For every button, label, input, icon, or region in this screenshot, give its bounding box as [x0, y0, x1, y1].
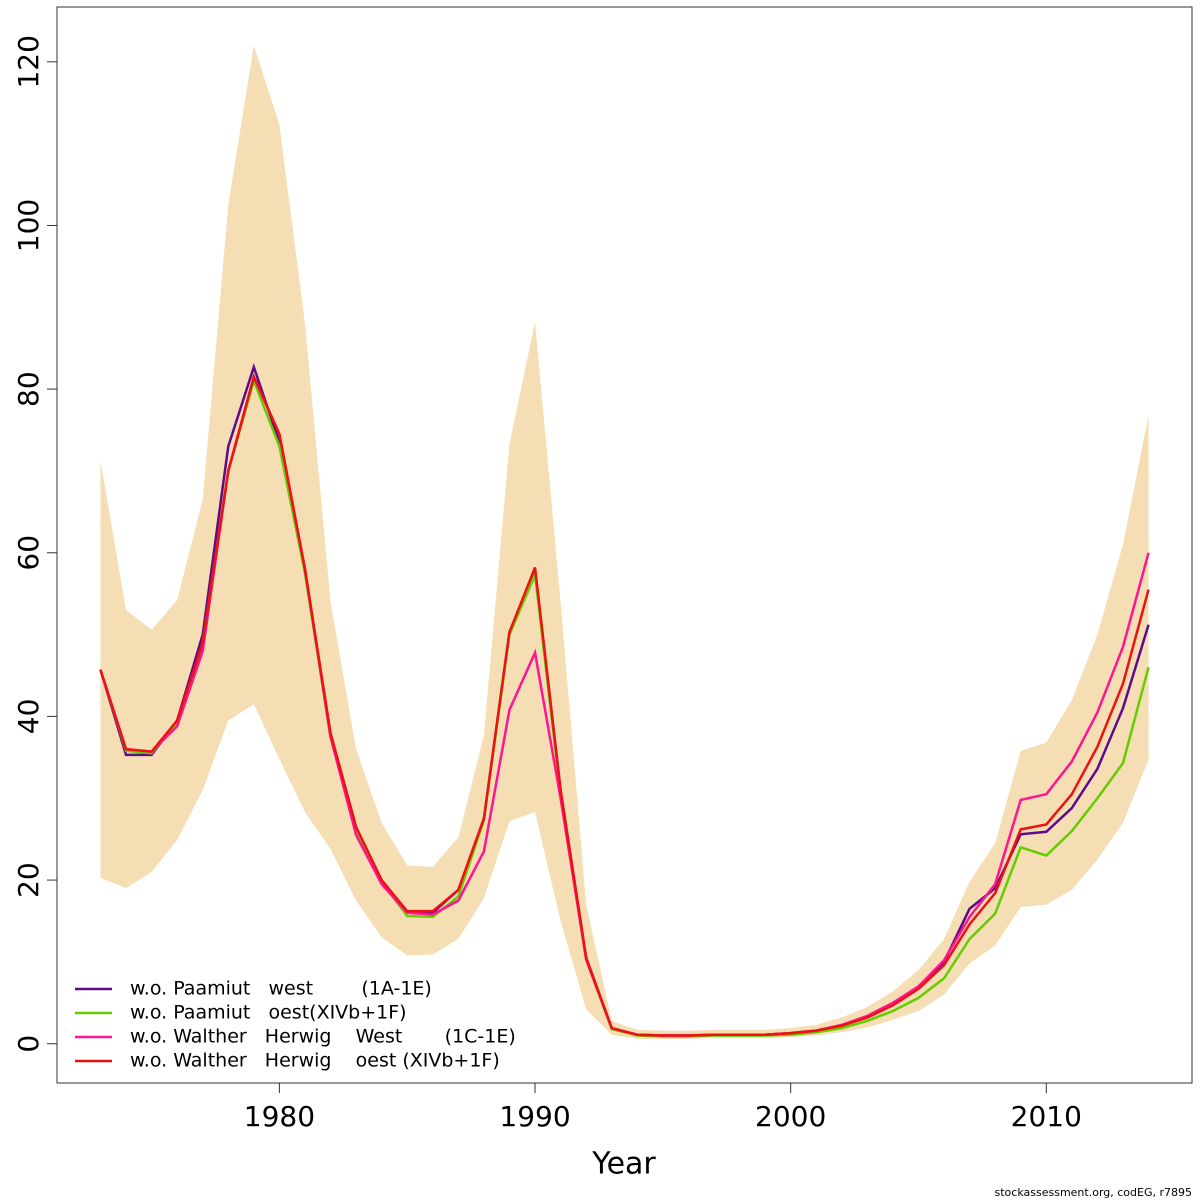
- confidence-band: [100, 45, 1149, 1039]
- footnote: stockassessment.org, codEG, r7895: [995, 1186, 1192, 1199]
- y-tick-label: 20: [12, 862, 45, 898]
- plot-frame: [56, 6, 1193, 1084]
- legend-label: w.o. Paamiut west (1A-1E): [130, 978, 432, 1000]
- x-tick-label: 2010: [1011, 1100, 1082, 1133]
- x-tick-label: 2000: [755, 1100, 826, 1133]
- y-tick-label: 80: [12, 371, 45, 407]
- y-tick-label: 40: [12, 699, 45, 735]
- y-tick-label: 60: [12, 535, 45, 571]
- legend-label: w.o. Walther Herwig oest (XIVb+1F): [130, 1050, 500, 1072]
- legend-label: w.o. Paamiut oest(XIVb+1F): [130, 1002, 407, 1024]
- y-tick-label: 100: [12, 199, 45, 252]
- x-tick-label: 1980: [244, 1100, 315, 1133]
- series-line: [99, 373, 1150, 1037]
- y-tick-label: 0: [12, 1035, 45, 1053]
- legend-label: w.o. Walther Herwig West (1C-1E): [130, 1026, 516, 1048]
- x-axis-label: Year: [591, 1147, 656, 1182]
- x-tick-label: 1990: [499, 1100, 570, 1133]
- y-tick-label: 120: [12, 35, 45, 88]
